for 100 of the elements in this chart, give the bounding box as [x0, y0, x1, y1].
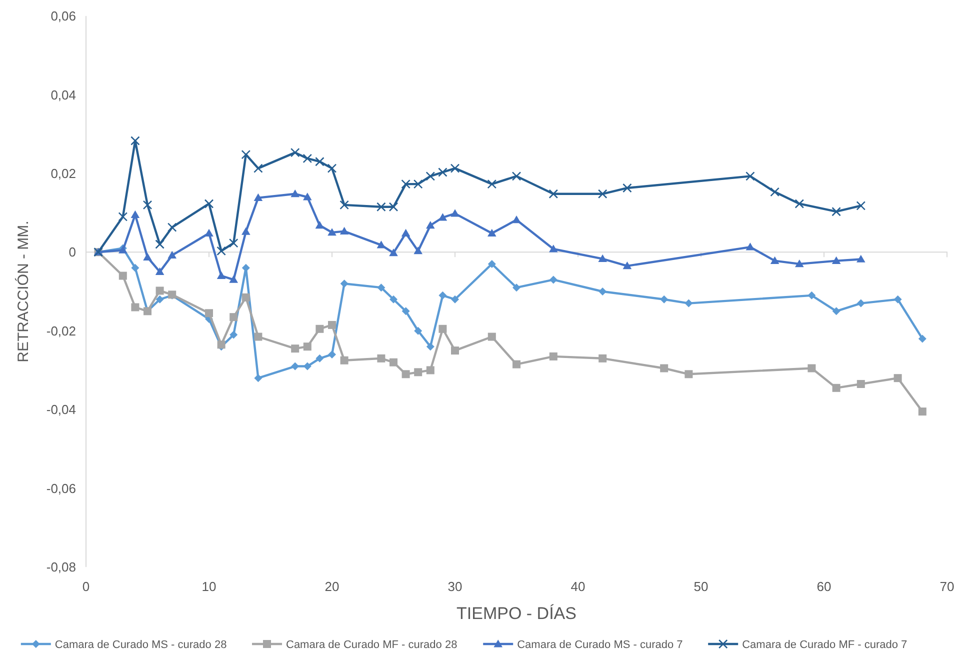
point [598, 288, 607, 296]
point [622, 262, 632, 270]
point [290, 189, 300, 198]
point [303, 342, 312, 351]
point [390, 358, 398, 366]
point [794, 199, 804, 208]
y-tick-label: 0 [68, 244, 76, 260]
point [118, 272, 127, 280]
point [426, 172, 436, 181]
point [598, 254, 607, 262]
point [228, 238, 238, 248]
point [746, 242, 755, 250]
point [254, 332, 262, 341]
point [548, 189, 558, 199]
legend-label: Camara de Curado MS - curado 7 [517, 638, 683, 651]
point [512, 215, 521, 224]
point [512, 284, 520, 292]
point [894, 374, 902, 382]
x-tick-label: 20 [324, 579, 340, 594]
point [389, 248, 398, 256]
point [426, 366, 434, 374]
point [450, 209, 460, 217]
point [549, 276, 558, 284]
point [770, 187, 780, 197]
point [328, 228, 336, 236]
point [204, 199, 214, 208]
y-tick-label: 0,04 [50, 87, 76, 102]
point [832, 384, 840, 392]
point [832, 307, 840, 316]
point [130, 136, 140, 146]
point [598, 354, 607, 362]
point [254, 374, 262, 382]
point [660, 295, 668, 304]
point [118, 212, 128, 222]
point [414, 246, 422, 254]
y-axis-title: RETRACCIÓN - MM. [14, 220, 32, 362]
point [487, 179, 497, 189]
point [142, 200, 152, 210]
point [450, 164, 460, 173]
point [376, 202, 386, 212]
y-tick-label: 0,06 [50, 8, 76, 24]
x-tick-label: 40 [570, 579, 586, 594]
point [377, 354, 386, 362]
point [388, 202, 398, 212]
point [808, 364, 816, 372]
x-tick-label: 50 [694, 579, 708, 594]
point [438, 168, 448, 177]
x-tick-label: 70 [940, 579, 954, 594]
point [488, 228, 496, 236]
point [390, 295, 398, 304]
point [832, 206, 841, 216]
point [204, 228, 214, 236]
x-tick-label: 30 [448, 579, 462, 594]
point [770, 256, 780, 264]
point [856, 380, 865, 388]
point [413, 179, 423, 189]
point [241, 150, 251, 160]
x-tick-label: 0 [82, 579, 90, 594]
point [808, 291, 816, 300]
point [488, 332, 496, 341]
point [426, 342, 434, 351]
point [340, 280, 348, 288]
point [156, 286, 164, 295]
point [155, 240, 164, 249]
point [598, 189, 608, 199]
point [303, 192, 312, 200]
point [216, 246, 226, 256]
x-tick-label: 10 [202, 579, 216, 594]
point [315, 156, 324, 166]
point [918, 408, 926, 416]
point [622, 183, 632, 193]
point [377, 284, 386, 292]
point [131, 303, 140, 312]
point [328, 320, 336, 329]
y-tick-label: -0,06 [46, 480, 76, 496]
y-tick-label: 0,02 [50, 166, 76, 181]
point [254, 193, 263, 202]
point [512, 360, 520, 368]
point [143, 252, 152, 260]
x-tick-label: 60 [816, 579, 832, 594]
point [401, 228, 410, 236]
y-tick-label: -0,08 [46, 560, 76, 575]
point [131, 264, 140, 272]
point [316, 354, 324, 362]
legend-label: Camara de Curado MF - curado 7 [742, 638, 908, 651]
point [340, 356, 348, 364]
point [315, 220, 324, 229]
point [168, 250, 176, 258]
point [894, 295, 902, 304]
point [340, 226, 349, 234]
point [303, 362, 312, 370]
point [254, 164, 263, 173]
point [229, 275, 238, 283]
point [130, 210, 140, 218]
point [230, 330, 238, 339]
point [230, 313, 238, 322]
point [167, 222, 177, 232]
point [291, 344, 300, 353]
point [512, 172, 522, 181]
point [795, 260, 804, 268]
